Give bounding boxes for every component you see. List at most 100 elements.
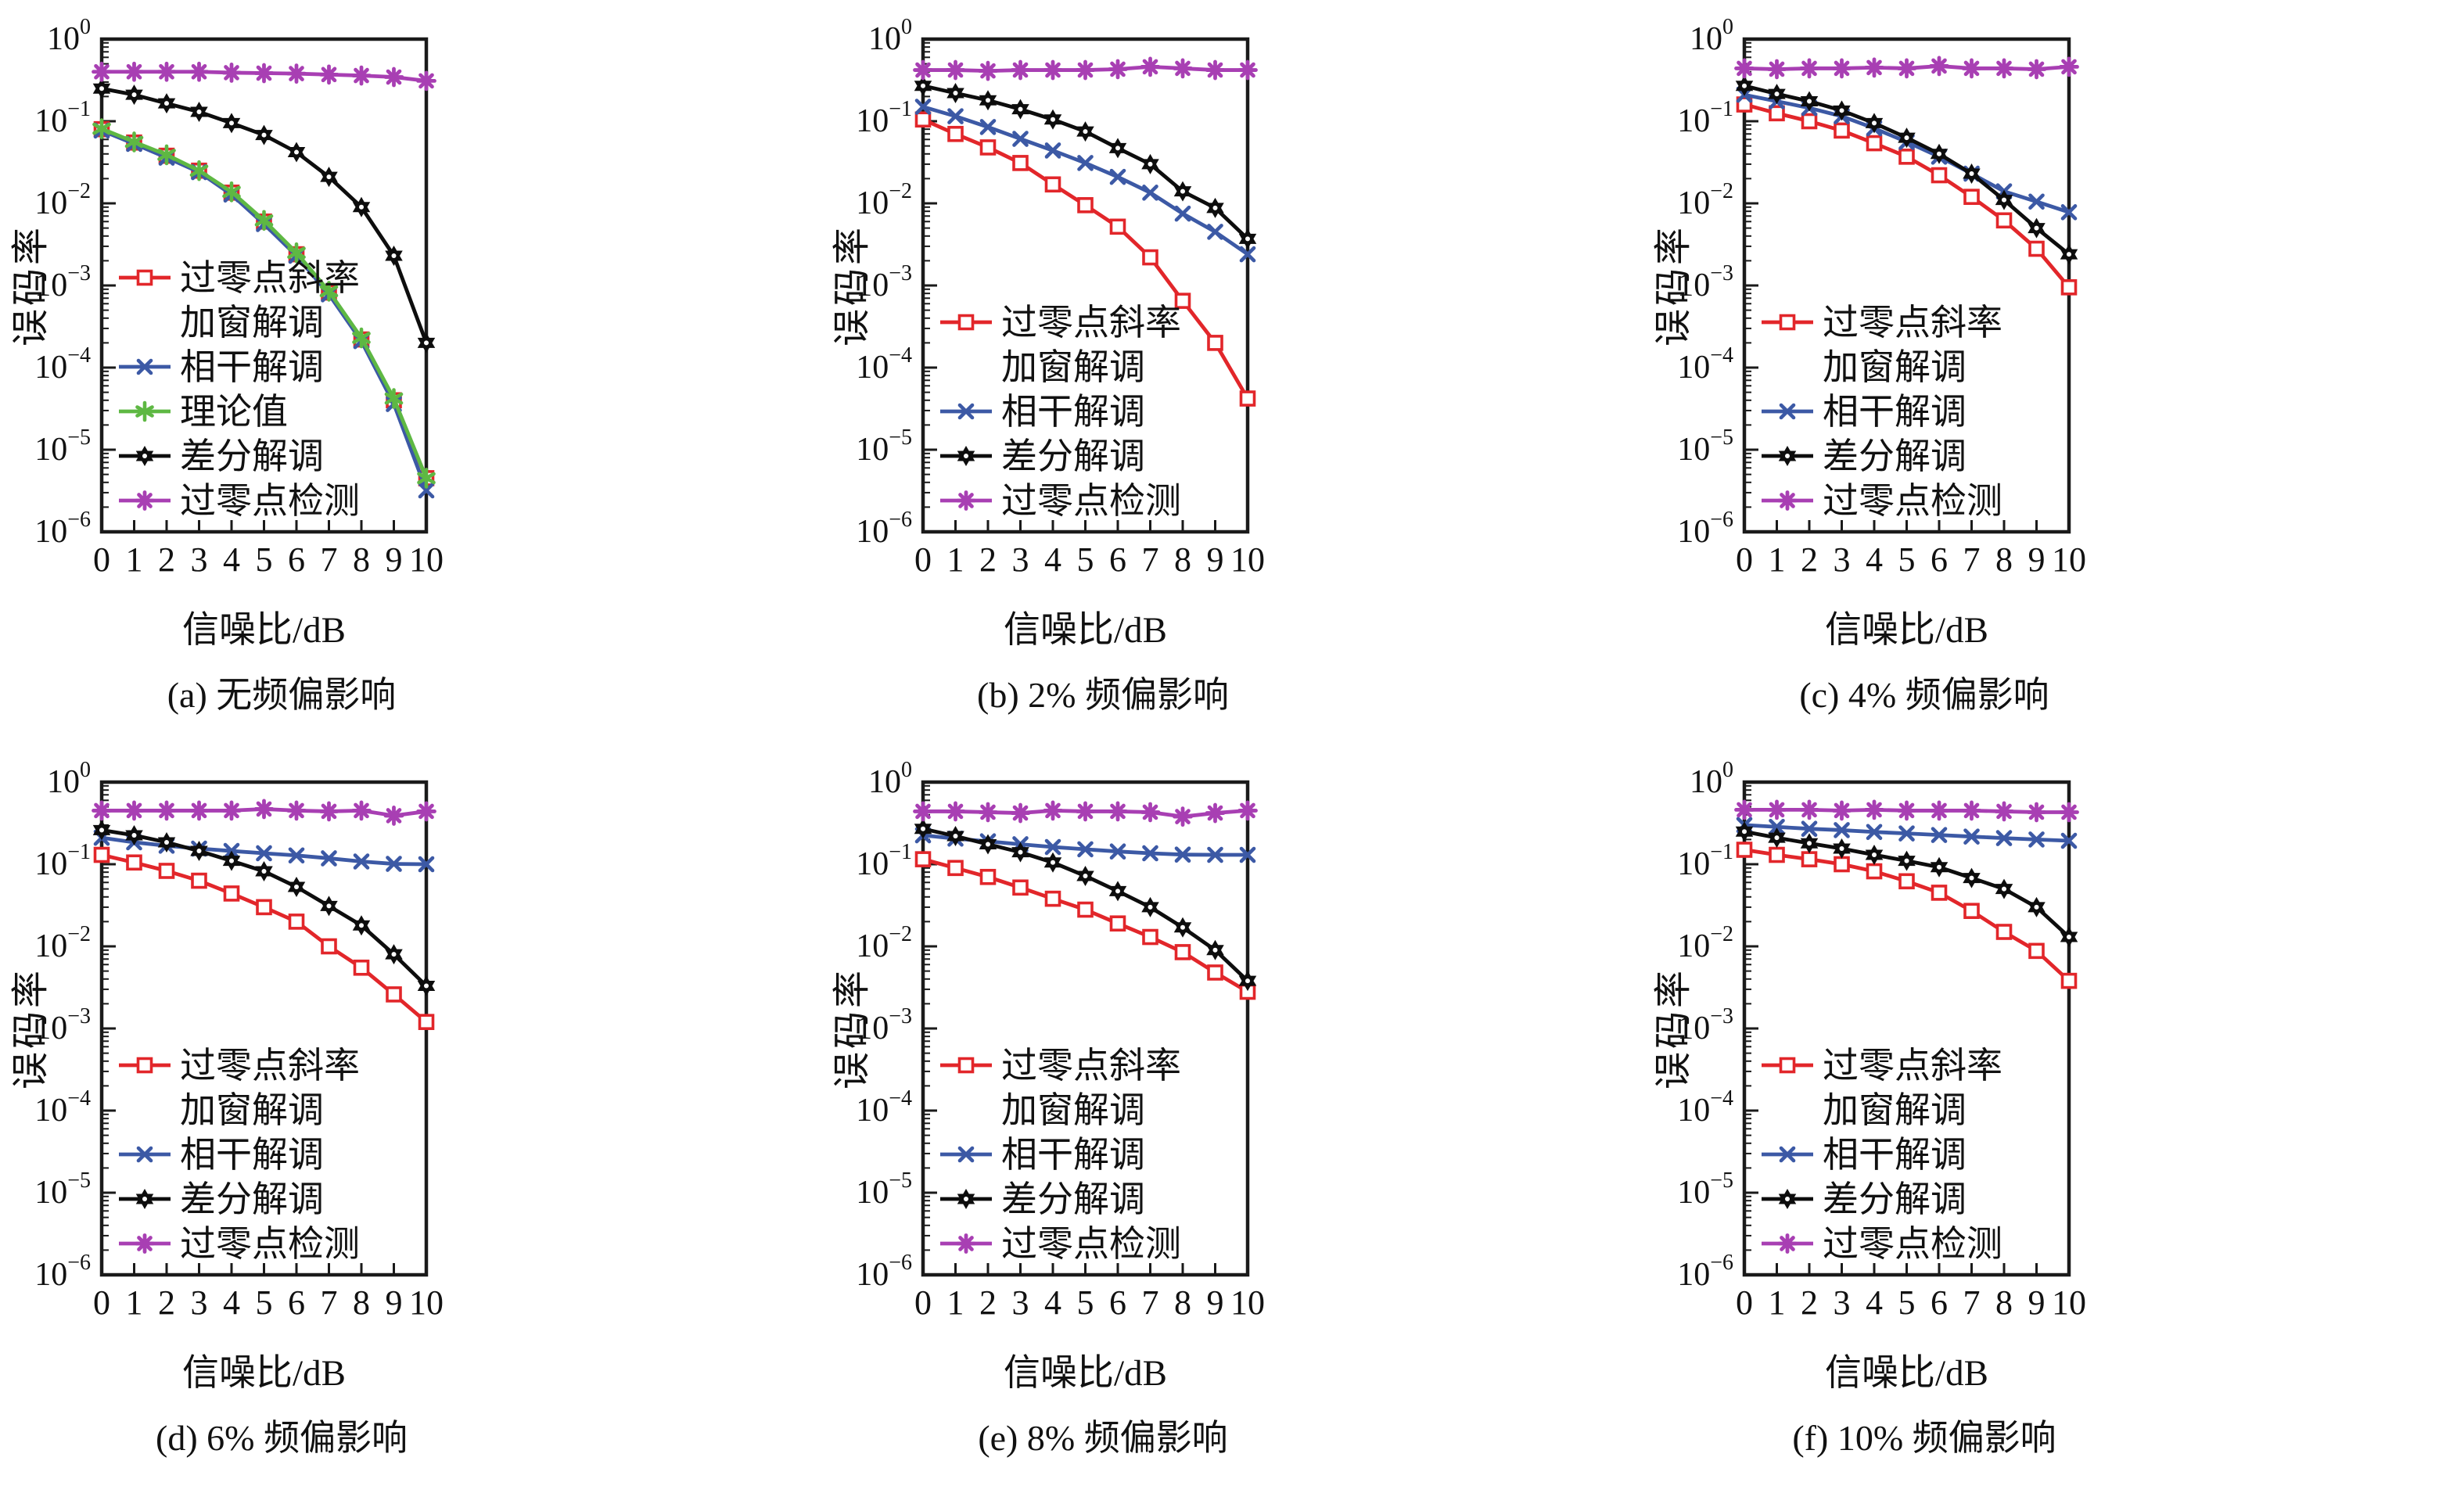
series-相干解调 [914, 99, 1256, 263]
series-相干解调 [914, 827, 1256, 863]
marker-hexagram-star [1043, 109, 1062, 130]
legend-label: 过零点检测 [1823, 481, 2002, 521]
marker-open-square [158, 863, 175, 879]
marker-open-square [1174, 944, 1191, 960]
marker-asterisk-8 [1075, 801, 1096, 822]
svg-text:100: 100 [47, 15, 91, 57]
svg-text:10−1: 10−1 [856, 97, 912, 139]
marker-asterisk-8 [1075, 59, 1096, 81]
x-axis-label: 信噪比/dB [182, 610, 346, 651]
marker-asterisk-8 [1237, 800, 1258, 821]
marker-open-square [1769, 105, 1785, 122]
marker-open-square [947, 125, 964, 142]
marker-asterisk-8 [1108, 59, 1128, 80]
legend-label: 过零点检测 [1001, 1224, 1181, 1264]
marker-open-square [1012, 879, 1029, 896]
marker-hexagram-star [125, 84, 143, 106]
subplot-caption: (b) 2% 频偏影响 [977, 675, 1229, 715]
marker-open-square [957, 1057, 975, 1074]
marker-asterisk-8 [416, 70, 436, 92]
marker-open-square [1995, 924, 2013, 940]
svg-text:2: 2 [158, 540, 175, 579]
marker-x-cross [1044, 142, 1061, 159]
svg-text:8: 8 [1995, 1283, 2013, 1322]
svg-text:10: 10 [1230, 540, 1265, 579]
marker-hexagram-star [190, 102, 208, 123]
marker-open-square [1963, 903, 1980, 920]
marker-asterisk-8 [1961, 58, 1982, 79]
marker-hexagram-star [320, 167, 338, 188]
svg-text:10−1: 10−1 [1677, 840, 1733, 882]
marker-x-cross [1142, 185, 1158, 201]
marker-x-cross [1963, 828, 1980, 845]
svg-text:10−4: 10−4 [856, 1086, 912, 1129]
marker-asterisk-8 [1043, 800, 1063, 821]
svg-text:4: 4 [1044, 540, 1061, 579]
marker-open-square [353, 959, 370, 976]
marker-open-square [1012, 155, 1029, 171]
marker-hexagram-star [352, 196, 371, 217]
marker-hexagram-star [946, 83, 964, 104]
marker-hexagram-star [1076, 121, 1094, 142]
marker-x-cross [1239, 246, 1256, 263]
marker-hexagram-star [979, 834, 997, 855]
marker-x-cross [1207, 846, 1223, 863]
marker-x-cross [1012, 131, 1029, 147]
marker-hexagram-star [320, 896, 338, 917]
svg-text:2: 2 [1801, 1283, 1818, 1322]
svg-text:1: 1 [947, 1283, 964, 1322]
marker-asterisk-8 [1799, 58, 1819, 79]
marker-asterisk-8 [1173, 58, 1193, 79]
marker-hexagram-star [1141, 153, 1159, 174]
svg-text:10−2: 10−2 [856, 922, 912, 964]
series-差分解调 [1735, 821, 2078, 948]
series-过零点斜率加窗解调 [914, 851, 1256, 1000]
svg-text:10−2: 10−2 [1677, 179, 1733, 221]
svg-text:3: 3 [1834, 540, 1851, 579]
marker-open-square [1931, 885, 1948, 901]
svg-text:5: 5 [1077, 1283, 1094, 1322]
marker-x-cross [1779, 1146, 1796, 1163]
marker-asterisk-6 [352, 327, 371, 349]
series-过零点检测 [1734, 799, 2079, 823]
marker-hexagram-star [1043, 852, 1062, 873]
marker-hexagram-star [255, 124, 273, 145]
marker-hexagram-star [2028, 217, 2046, 239]
marker-hexagram-star [2028, 896, 2046, 917]
marker-hexagram-star [2060, 927, 2078, 948]
marker-open-square [947, 860, 964, 877]
marker-x-cross [1174, 846, 1191, 863]
svg-text:8: 8 [353, 540, 370, 579]
marker-hexagram-star [1141, 896, 1159, 917]
marker-hexagram-star [1778, 446, 1797, 466]
marker-x-cross [321, 850, 337, 867]
y-axis-label: 误码率 [1653, 967, 1694, 1090]
marker-hexagram-star [1735, 75, 1754, 96]
marker-hexagram-star [1833, 838, 1851, 860]
svg-text:9: 9 [1207, 540, 1224, 579]
svg-text:10−5: 10−5 [34, 1168, 91, 1211]
marker-open-square [1077, 901, 1094, 918]
series-过零点检测 [92, 61, 436, 92]
marker-asterisk-8 [2026, 802, 2047, 823]
legend-label: 过零点斜率 [1001, 303, 1181, 343]
svg-text:3: 3 [191, 1283, 208, 1322]
svg-text:5: 5 [256, 1283, 273, 1322]
legend-label: 过零点检测 [180, 1224, 360, 1264]
marker-hexagram-star [125, 825, 143, 846]
svg-text:10−5: 10−5 [856, 425, 912, 468]
x-axis-label: 信噪比/dB [1825, 1353, 1988, 1394]
marker-hexagram-star [1800, 91, 1819, 112]
marker-hexagram-star [1865, 845, 1884, 866]
svg-text:10−4: 10−4 [34, 343, 91, 386]
marker-hexagram-star [157, 93, 176, 114]
marker-x-cross [1239, 846, 1256, 863]
marker-asterisk-8 [956, 1233, 976, 1254]
marker-asterisk-8 [221, 800, 242, 821]
marker-asterisk-8 [253, 799, 275, 820]
svg-text:10: 10 [409, 1283, 444, 1322]
svg-text:8: 8 [1174, 1283, 1191, 1322]
